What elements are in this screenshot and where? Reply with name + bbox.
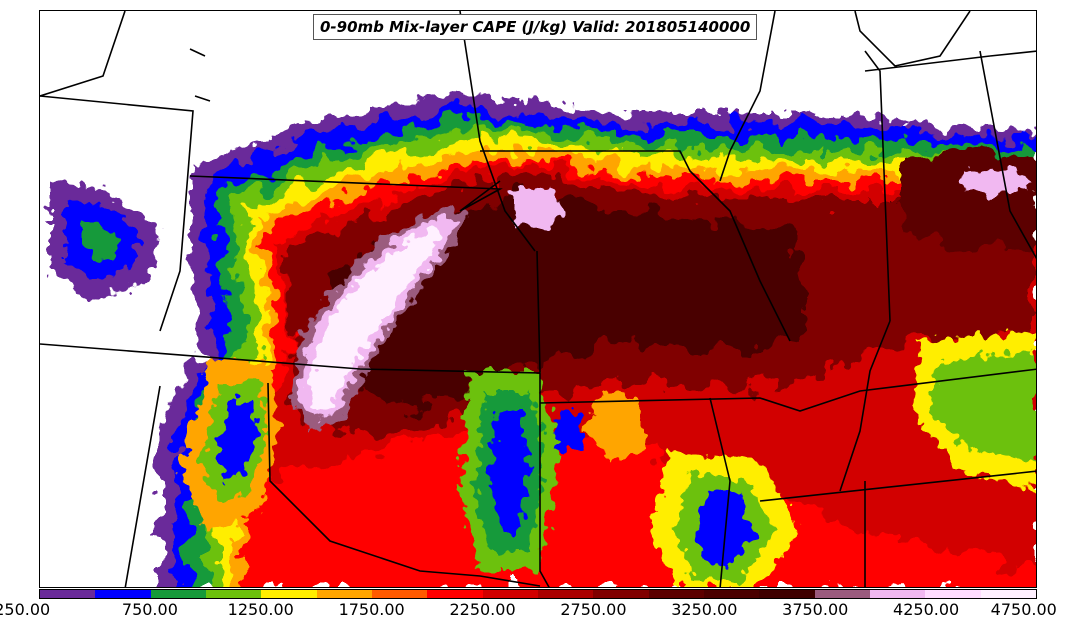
colorbar-tick-label: 4250.00 bbox=[893, 600, 960, 619]
colorbar-tick-label: 3750.00 bbox=[782, 600, 849, 619]
state-borders bbox=[40, 11, 1036, 587]
colorbar-segment bbox=[427, 590, 483, 598]
map-title: 0-90mb Mix-layer CAPE (J/kg) Valid: 2018… bbox=[313, 14, 758, 40]
colorbar-tick-label: 2750.00 bbox=[560, 600, 627, 619]
map-panel bbox=[39, 10, 1037, 588]
colorbar-segment bbox=[759, 590, 815, 598]
colorbar-tick-label: 2250.00 bbox=[449, 600, 516, 619]
cape-detail bbox=[40, 111, 1036, 587]
cape-map bbox=[40, 11, 1036, 587]
colorbar-segment bbox=[316, 590, 372, 598]
colorbar-segment bbox=[205, 590, 262, 598]
colorbar-segment bbox=[980, 590, 1036, 598]
colorbar-segment bbox=[703, 590, 760, 598]
colorbar-tick-label: 1250.00 bbox=[227, 600, 294, 619]
colorbar-segment bbox=[261, 590, 317, 598]
colorbar-tick-label: 750.00 bbox=[121, 600, 178, 619]
colorbar-segment bbox=[814, 590, 870, 598]
colorbar-segment bbox=[371, 590, 428, 598]
colorbar-tick-label: 3250.00 bbox=[671, 600, 738, 619]
colorbar-segment bbox=[40, 590, 96, 598]
colorbar-segment bbox=[537, 590, 594, 598]
colorbar-tick-label: 1750.00 bbox=[338, 600, 405, 619]
colorbar-segment bbox=[95, 590, 151, 598]
colorbar-segment bbox=[869, 590, 926, 598]
colorbar bbox=[39, 589, 1037, 599]
cape-contours bbox=[160, 91, 1036, 587]
colorbar-segment bbox=[593, 590, 649, 598]
colorbar-segment bbox=[150, 590, 206, 598]
colorbar-segment bbox=[482, 590, 538, 598]
colorbar-tick-label: 250.00 bbox=[0, 600, 51, 619]
no-cape-area bbox=[40, 11, 1036, 171]
colorbar-segment bbox=[648, 590, 704, 598]
colorbar-tick-label: 4750.00 bbox=[990, 600, 1057, 619]
colorbar-segment bbox=[925, 590, 981, 598]
colorbar-tick-labels: 250.00 750.00 1250.00 1750.00 2250.00 2750.00… bbox=[0, 600, 1081, 630]
